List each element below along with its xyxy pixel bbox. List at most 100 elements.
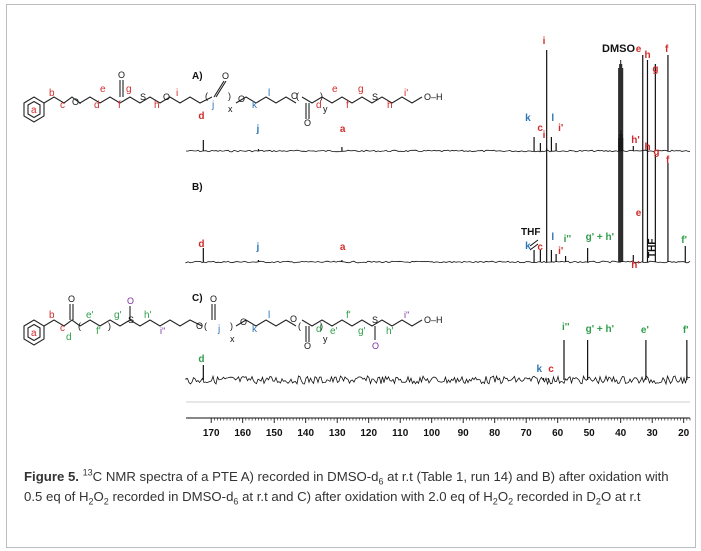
svg-text:y: y (323, 104, 328, 114)
caption-text-6: O (497, 488, 509, 504)
svg-text:O: O (372, 341, 379, 351)
thf-label-b-left: THF (521, 227, 540, 238)
caption-sub-2a: 2 (88, 496, 94, 507)
x-tick-label-110: 110 (392, 428, 409, 439)
x-tick-label-90: 90 (458, 428, 470, 439)
x-tick-label-20: 20 (678, 428, 690, 439)
peak-label-b-6: l (551, 232, 554, 243)
peak-label-a-3: k (525, 113, 531, 124)
svg-text:g: g (126, 84, 132, 95)
svg-text:O: O (291, 91, 298, 101)
spectrum-a-baseline (185, 149, 691, 153)
peak-label-a-8: h' (631, 135, 640, 146)
svg-text:O: O (163, 92, 170, 102)
svg-text:g: g (358, 84, 364, 95)
peak-label-b-8: i'' (564, 234, 572, 245)
peak-label-b-9: g' + h' (586, 232, 614, 243)
caption-text-3: O (93, 488, 104, 504)
peak-label-a-5: i (543, 36, 546, 47)
svg-text:O: O (72, 97, 79, 107)
svg-text:): ) (228, 91, 231, 101)
figure-caption: Figure 5. 13C NMR spectra of a PTE A) re… (24, 467, 680, 506)
svg-text:b: b (49, 88, 55, 99)
svg-text:h': h' (386, 326, 394, 337)
svg-text:O: O (304, 118, 311, 128)
svg-text:h: h (387, 100, 393, 111)
x-tick-label-140: 140 (297, 428, 314, 439)
svg-text:c: c (60, 323, 65, 334)
svg-text:(: ( (204, 321, 207, 331)
peak-label-a-2: a (340, 124, 346, 135)
svg-text:): ) (230, 321, 233, 331)
peak-label-b-11: e (636, 208, 642, 219)
caption-sub-2b: 2 (103, 496, 109, 507)
svg-text:h: h (154, 100, 160, 111)
svg-text:b: b (49, 310, 55, 321)
x-tick-label-150: 150 (266, 428, 283, 439)
peak-label-b-12: h (644, 142, 650, 153)
svg-text:S: S (128, 315, 134, 325)
svg-text:j: j (217, 324, 220, 335)
svg-text:O: O (68, 294, 75, 304)
peak-label-a-1: j (255, 124, 259, 135)
figure-box (6, 4, 696, 548)
svg-text:l: l (268, 88, 270, 99)
svg-text:(: ( (296, 91, 299, 101)
peak-label-b-0: d (198, 239, 204, 250)
svg-text:O–H: O–H (424, 92, 443, 102)
peak-label-b-15: f' (681, 235, 687, 246)
svg-text:O: O (127, 296, 134, 306)
svg-text:O: O (118, 70, 125, 80)
panel-label-b: B) (192, 182, 203, 193)
panel-label-a: A) (192, 71, 203, 82)
svg-text:k: k (252, 324, 258, 335)
thf-label-b-right: THF (647, 239, 658, 258)
spectrum-b-peaks: d j a k c i l i'i'' g' + h' h' e h gf f' (198, 130, 687, 271)
svg-text:d: d (316, 324, 322, 335)
svg-text:i'': i'' (404, 310, 410, 320)
thf-break-mark (529, 239, 539, 247)
svg-text:l: l (268, 310, 270, 321)
caption-sub-2c: 2 (492, 496, 498, 507)
svg-text:c: c (60, 100, 65, 111)
svg-text:d: d (316, 100, 322, 111)
svg-text:O: O (238, 94, 245, 104)
svg-text:y: y (323, 334, 328, 344)
peak-label-b-13: g (653, 147, 659, 158)
panel-label-c: C) (192, 293, 203, 304)
peak-label-c-3: i'' (562, 322, 570, 333)
peak-label-a-6: l (551, 113, 554, 124)
svg-text:S: S (140, 92, 146, 102)
svg-text:O: O (196, 321, 203, 331)
caption-label: Figure 5. (24, 469, 79, 484)
svg-text:O: O (210, 294, 217, 304)
svg-text:g': g' (114, 310, 122, 321)
svg-text:(: ( (205, 91, 208, 101)
structure-a: O O ( ) O x O O ( O ) y O O a b c d e f … (23, 70, 443, 128)
svg-text:i'': i'' (160, 326, 166, 336)
svg-text:k: k (252, 100, 258, 111)
svg-text:): ) (320, 91, 323, 101)
peak-label-b-2: a (340, 242, 346, 253)
svg-text:(: ( (78, 321, 81, 331)
x-tick-label-120: 120 (360, 428, 377, 439)
svg-text:a: a (31, 105, 37, 116)
dmso-label: DMSO (602, 43, 635, 55)
svg-text:d: d (66, 332, 72, 343)
peak-label-a-9: e (636, 44, 642, 55)
svg-text:i': i' (404, 88, 408, 99)
svg-text:): ) (108, 321, 111, 331)
svg-text:(: ( (298, 321, 301, 331)
caption-sub-2e: 2 (595, 496, 601, 507)
svg-text:): ) (320, 321, 323, 331)
peak-label-a-10: h (644, 50, 650, 61)
svg-text:S: S (372, 315, 378, 325)
peak-label-a-4: c (537, 123, 543, 134)
peak-label-b-10: h' (631, 260, 640, 271)
svg-text:f': f' (96, 326, 101, 337)
peak-label-c-2: c (548, 364, 554, 375)
svg-text:O: O (240, 317, 247, 327)
caption-text-5: at r.t and C) after oxidation with 2.0 e… (238, 488, 493, 504)
svg-text:g': g' (358, 326, 366, 337)
